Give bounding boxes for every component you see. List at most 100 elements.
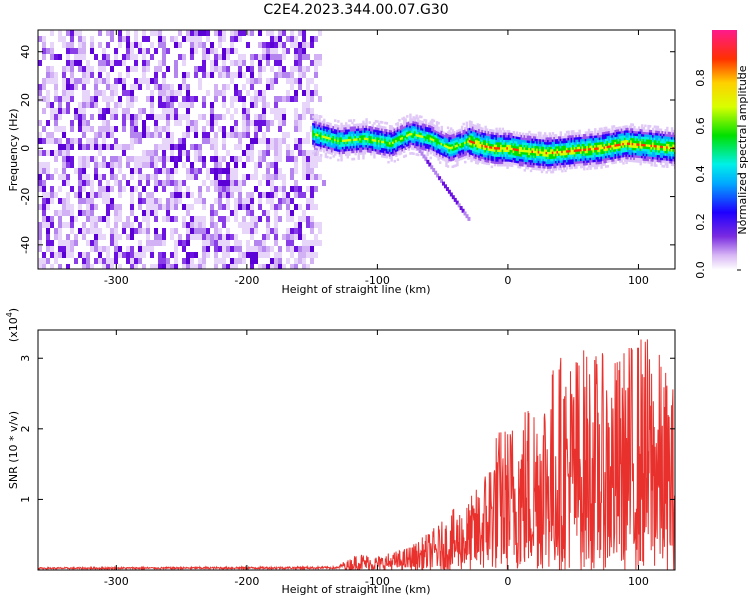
spectrogram-cell [589, 140, 592, 144]
spectrogram-cell [595, 149, 599, 153]
spectrogram-cell [529, 157, 533, 161]
spectrogram-cell [154, 234, 158, 240]
spectrogram-cell [578, 160, 581, 164]
spectrogram-cell [432, 129, 436, 132]
spectrogram-cell [446, 133, 450, 137]
spectrogram-cell [642, 146, 646, 149]
spectrogram-cell [583, 150, 586, 154]
spectrogram-cell [86, 90, 90, 96]
spectrogram-cell [622, 142, 625, 146]
spectrogram-cell [366, 130, 370, 134]
spectrogram-cell [594, 145, 597, 148]
spectrogram-cell [415, 138, 418, 142]
spectrogram-cell [536, 150, 539, 154]
spectrogram-cell [520, 146, 523, 150]
spectrogram-cell [162, 168, 166, 174]
spectrogram-cell [525, 164, 528, 167]
spectrogram-cell [489, 129, 492, 132]
spectrogram-cell [126, 180, 130, 186]
spectrogram-cell [631, 140, 635, 143]
spectrogram-cell [639, 145, 642, 149]
spectrogram-cell [550, 153, 553, 157]
spectrogram-cell [481, 129, 484, 133]
spectrogram-cell [562, 164, 566, 168]
spectrogram-cell [579, 151, 583, 154]
spectrogram-cell [598, 159, 602, 162]
spectrogram-cell [633, 150, 636, 153]
spectrogram-cell [58, 36, 62, 42]
spectrogram-cell [178, 150, 182, 156]
spectrogram-cell [492, 132, 495, 135]
spectrogram-cell [250, 228, 254, 234]
spectrogram-cell [114, 162, 118, 168]
spectrogram-cell [542, 134, 545, 138]
spectrogram-cell [395, 137, 398, 141]
spectrogram-cell [242, 60, 246, 66]
spectrogram-cell [429, 122, 432, 126]
spectrogram-cell [230, 156, 234, 162]
spectrogram-cell [234, 72, 238, 78]
spectrogram-cell [360, 152, 364, 155]
spectrogram-cell [314, 174, 318, 180]
spectrogram-cell [423, 126, 426, 129]
spectrogram-cell [590, 145, 594, 148]
spectrogram-cell [206, 174, 210, 180]
spectrogram-cell [514, 138, 517, 142]
spectrogram-cell [633, 157, 636, 160]
spectrogram-cell [600, 144, 603, 147]
spectrogram-cell [321, 139, 324, 143]
spectrogram-cell [174, 120, 178, 126]
spectrogram-cell [313, 120, 317, 124]
spectrogram-cell [481, 154, 484, 157]
spectrogram-cell [130, 66, 134, 72]
spectrogram-cell [522, 154, 525, 157]
spectrogram-cell [570, 142, 573, 146]
spectrogram-cell [246, 30, 250, 36]
spectrogram-cell [526, 164, 530, 168]
spectrogram-cell [262, 48, 266, 54]
spectrogram-cell [612, 137, 616, 140]
spectrogram-cell [586, 155, 589, 159]
spectrogram-cell [392, 134, 395, 137]
spectrogram-cell [540, 170, 544, 174]
spectrogram-cell [569, 166, 572, 170]
spectrogram-cell [142, 150, 146, 156]
spectrogram-cell [258, 198, 262, 204]
spectrogram-cell [498, 132, 501, 136]
spectrogram-cell [294, 78, 298, 84]
spectrogram-cells [38, 30, 675, 269]
spectrogram-cell [597, 144, 600, 148]
spectrogram-cell [174, 72, 178, 78]
spectrogram-cell [266, 222, 270, 228]
spectrogram-cell [421, 120, 425, 124]
spectrogram-cell [412, 118, 415, 122]
spectrogram-cell [543, 153, 547, 157]
spectrogram-cell [567, 130, 570, 134]
spectrogram-cell [130, 210, 134, 216]
spectrogram-cell [376, 144, 379, 147]
spectrogram-cell [605, 148, 608, 151]
spectrogram-cell [110, 90, 114, 96]
spectrogram-cell [429, 142, 432, 145]
spectrogram-cell [576, 144, 580, 147]
spectrogram-cell [98, 66, 102, 72]
spectrogram-cell [310, 156, 314, 162]
spectrogram-cell [630, 145, 633, 148]
spectrogram-cell [395, 139, 398, 143]
spectrogram-cell [266, 198, 270, 204]
spectrogram-cell [54, 54, 58, 60]
spectrogram-cell [354, 140, 357, 144]
spectrogram-cell [381, 147, 384, 151]
spectrogram-cell [489, 148, 492, 151]
spectrogram-cell [313, 125, 317, 129]
spectrogram-cell [385, 148, 389, 152]
spectrogram-cell [302, 252, 306, 258]
spectrogram-cell [390, 144, 393, 148]
spectrogram-cell [86, 252, 90, 258]
spectrogram-cell [298, 192, 302, 198]
spectrogram-cell [78, 114, 82, 120]
spectrogram-cell [294, 246, 298, 252]
spectrogram-cell [506, 142, 509, 145]
spectrogram-cell [449, 144, 453, 147]
spectrogram-cell [246, 132, 250, 138]
